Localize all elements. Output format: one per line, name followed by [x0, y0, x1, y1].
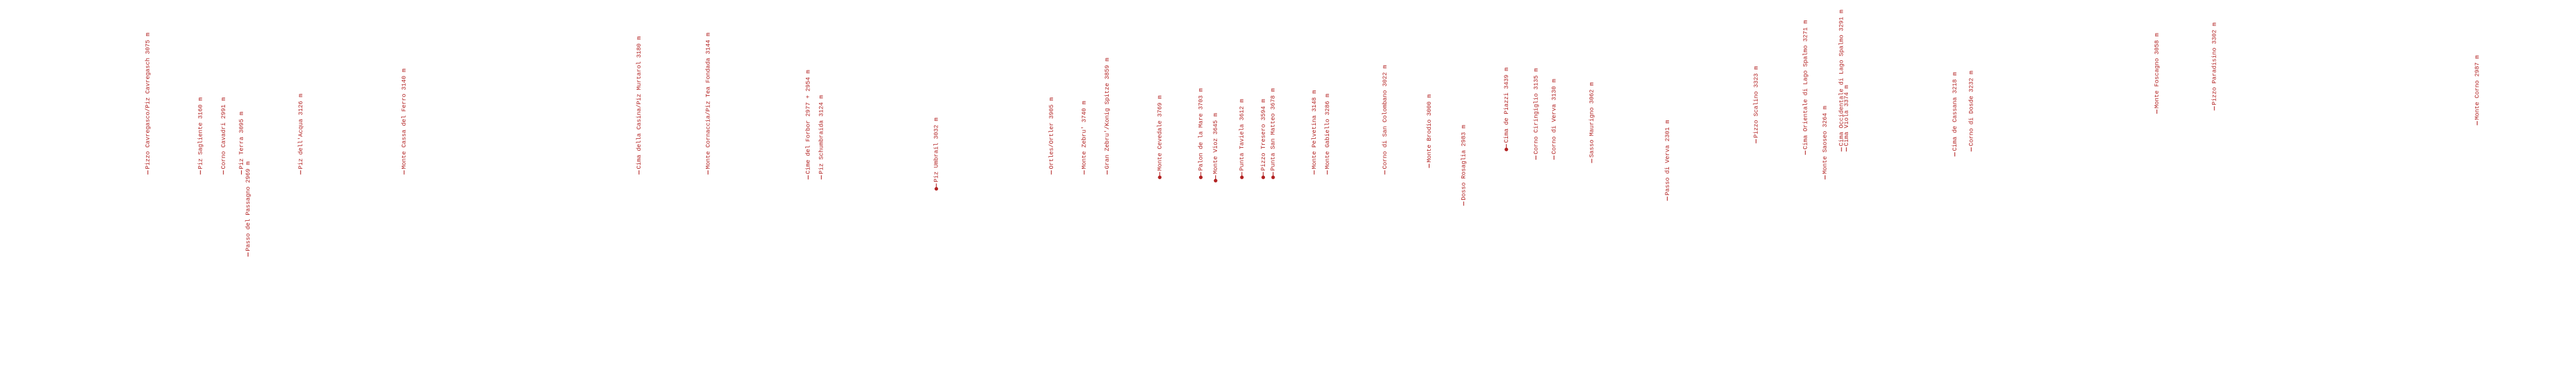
peak-label: Monte Saoseo 3264 m	[1822, 106, 1829, 174]
peak-label: Monte Brodio 3000 m	[1426, 95, 1433, 163]
peak-label: Cima della Casina/Piz Murtarol 3180 m	[636, 37, 643, 169]
peak-label: Passo del Passagno 2969 m	[245, 162, 252, 251]
peak-dot	[1199, 175, 1203, 180]
peak-label: Monte Corno 2987 m	[2475, 55, 2481, 120]
peak-label: Monte Zebru' 3740 m	[1081, 101, 1088, 169]
peak-label: Passo di Verva 2301 m	[1664, 120, 1671, 195]
peak-dot	[1240, 175, 1244, 180]
peak-label: Cima Orientale di Lago Spalmo 3271 m	[1802, 20, 1809, 150]
peak-label: Palon de la Mare 3703 m	[1198, 88, 1205, 171]
peak-dot	[1213, 178, 1218, 183]
peak-label: Monte Cornaccia/Piz Tea Fondada 3144 m	[705, 33, 712, 169]
peak-dot	[934, 187, 939, 191]
peak-label: Monte Foscagno 3058 m	[2155, 33, 2161, 108]
peak-label: Corno Cavadri 2991 m	[220, 98, 227, 169]
peak-label: Corno di San Colombano 3022 m	[1382, 65, 1389, 169]
peak-label: Corno di Verva 3130 m	[1551, 79, 1558, 154]
peak-label: Punta San Matteo 3678 m	[1270, 88, 1277, 171]
peak-label: Gran Zebru'/Konig Spitze 3859 m	[1104, 58, 1111, 169]
peak-label: Monte Cassa del Ferro 3140 m	[401, 69, 408, 169]
peak-label: Pizzo Scalino 3323 m	[1753, 66, 1760, 138]
peak-label: Pizzo Cavregasco/Piz Cavregasch 3075 m	[145, 33, 152, 169]
peak-label: Piz Sagliente 3160 m	[197, 98, 204, 169]
peak-label: Punta Taviela 3612 m	[1239, 99, 1246, 171]
peak-label: Monte Cevedale 3769 m	[1157, 95, 1164, 171]
peak-label: Cime del Forbor 2977 + 2954 m	[805, 70, 812, 174]
peak-label: Sasso Maurigno 3062 m	[1589, 82, 1596, 157]
peak-label: Piz dell'Acqua 3126 m	[298, 94, 305, 169]
peak-label: Corno di Dosde 3232 m	[1968, 71, 1975, 146]
peak-dot	[1158, 175, 1162, 180]
peak-label: Pizzo Paradisino 3302 m	[2211, 23, 2219, 105]
peak-label: Piz Umbrail 3032 m	[933, 118, 940, 183]
peak-dot	[1271, 175, 1275, 180]
peak-label: Cima Occidentale di Lago Spalmo 3291 m	[1838, 10, 1846, 146]
peak-label: Piz Schumbraida 3124 m	[818, 95, 826, 174]
peak-label: Cima de Cassana 3218 m	[1952, 72, 1959, 151]
peak-label: Monte Gabiello 3286 m	[1324, 94, 1331, 169]
peak-label: Monte Pelvetina 3148 m	[1311, 90, 1318, 169]
peak-label: Piz Terra 3095 m	[238, 112, 245, 169]
peak-label: Monte Vioz 3645 m	[1212, 113, 1219, 174]
peak-label: Cima de Piazzi 3439 m	[1503, 68, 1510, 143]
peak-label: Ortles/Ortler 3905 m	[1048, 98, 1055, 169]
peak-label: Pizzo Tresero 3594 m	[1260, 99, 1267, 171]
peak-label: Dosso Rosaglia 2983 m	[1461, 125, 1468, 200]
peak-dot	[1504, 147, 1509, 151]
peak-dot	[1261, 175, 1266, 180]
peak-label: Cima Viola 3374 m	[1843, 85, 1850, 146]
peak-label: Corno Ciringiglio 3135 m	[1533, 68, 1540, 154]
